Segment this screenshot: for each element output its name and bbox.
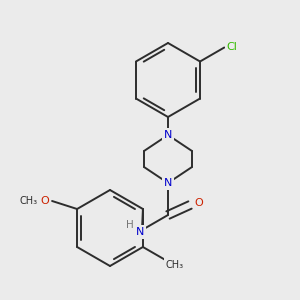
Text: H: H bbox=[126, 220, 134, 230]
Text: O: O bbox=[195, 198, 203, 208]
Text: N: N bbox=[136, 227, 144, 237]
Text: CH₃: CH₃ bbox=[166, 260, 184, 269]
Text: N: N bbox=[164, 130, 172, 140]
Text: O: O bbox=[41, 196, 50, 206]
Text: N: N bbox=[164, 178, 172, 188]
Text: Cl: Cl bbox=[227, 43, 238, 52]
Text: CH₃: CH₃ bbox=[19, 196, 37, 206]
